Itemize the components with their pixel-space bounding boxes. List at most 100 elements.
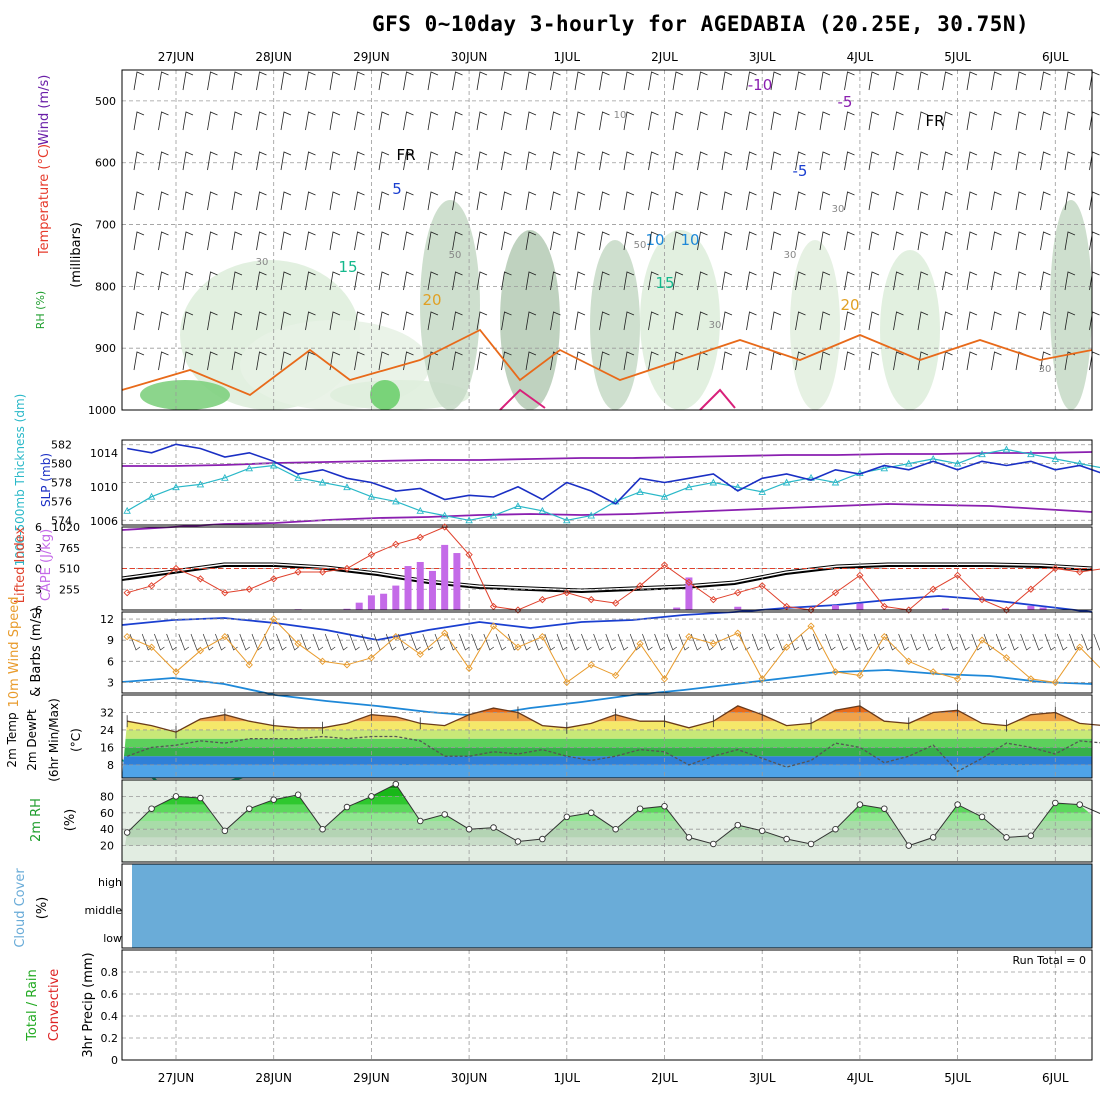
cape-tick: 255 xyxy=(59,583,80,596)
wind-barb xyxy=(231,231,243,251)
wind-tick: 9 xyxy=(107,634,114,647)
cape-bar xyxy=(685,577,693,610)
wind-barb-10m xyxy=(446,633,458,651)
wind-barb xyxy=(1040,71,1051,91)
pressure-tick: 900 xyxy=(95,342,116,355)
date-label-top: 3JUL xyxy=(749,50,776,64)
wind-barb xyxy=(182,71,194,91)
li-tick: 3 xyxy=(35,542,42,555)
wind-speed-marker xyxy=(709,640,717,648)
wind-barb xyxy=(305,111,316,131)
thickness-marker xyxy=(563,516,571,524)
isotherm-label: 20 xyxy=(840,296,859,314)
wind-barb xyxy=(452,271,463,291)
rh-marker xyxy=(978,813,986,821)
wind-barb xyxy=(917,71,929,91)
wind-barb xyxy=(672,71,684,91)
wind-barb xyxy=(427,71,439,91)
wind-barb xyxy=(305,71,316,91)
wind-barb xyxy=(599,311,610,331)
wind-barb-10m xyxy=(800,633,812,651)
li-marker xyxy=(221,589,229,597)
thickness-marker xyxy=(953,459,962,467)
rh-marker xyxy=(587,809,595,817)
cape-bar xyxy=(734,606,742,610)
wind-barb xyxy=(623,71,635,91)
thickness-tick: 578 xyxy=(51,477,72,490)
wind-speed-marker xyxy=(758,675,766,683)
wind-speed-marker xyxy=(1027,675,1035,683)
wind-barb xyxy=(868,311,880,331)
wind-barb xyxy=(280,111,292,131)
wind-barb xyxy=(378,311,390,331)
rh-marker xyxy=(807,840,815,848)
wind-barb xyxy=(550,351,561,371)
isotherm-label: -5 xyxy=(793,162,808,180)
wind-barb xyxy=(746,351,757,371)
wind-barb xyxy=(966,311,978,331)
li-marker xyxy=(416,533,424,542)
wind-barb xyxy=(133,151,145,171)
li-line xyxy=(127,526,1100,611)
temp-band xyxy=(122,712,1092,722)
precip-total-label-line: Total / Rain xyxy=(25,969,40,1042)
cape-bar xyxy=(673,607,681,610)
wind-barb xyxy=(795,351,806,371)
wind-barb-10m xyxy=(154,633,165,651)
li-marker xyxy=(831,589,840,597)
wind-barb-10m xyxy=(715,633,726,651)
thickness-marker xyxy=(416,506,425,514)
rh-marker xyxy=(1003,834,1010,841)
wind-barb xyxy=(378,151,390,171)
wind-barb xyxy=(844,351,855,371)
wind-barb xyxy=(917,351,929,371)
wind-barb xyxy=(1040,151,1051,171)
isotherm-label: 20 xyxy=(422,291,441,309)
rh-tick: 60 xyxy=(100,807,114,820)
wind-barb xyxy=(942,271,953,291)
wind-unit-label-line: & Barbs (m/s) xyxy=(29,607,44,697)
precip-tick: 0.2 xyxy=(101,1032,119,1045)
wind-barb-10m xyxy=(788,633,800,651)
temp-band xyxy=(122,756,1092,765)
wind-barb-10m xyxy=(410,633,421,651)
wind-speed-marker xyxy=(465,664,473,672)
temp-axis-label: 2m Temp xyxy=(5,712,19,767)
rh-contour-label: 30 xyxy=(832,204,845,215)
wind-barb xyxy=(770,191,782,211)
wind-barb-10m xyxy=(995,633,1007,651)
wind-barb xyxy=(819,191,831,211)
cape-bar xyxy=(453,553,461,610)
wind-barb xyxy=(501,111,512,131)
isotherm-30 xyxy=(499,388,546,411)
rh-shade xyxy=(420,200,480,410)
millibars-axis-label-line: (millibars) xyxy=(69,222,84,288)
wind-barb xyxy=(207,111,218,131)
cloud-level-label: high xyxy=(98,876,122,889)
wind-barb xyxy=(966,151,978,171)
wind-barb xyxy=(966,71,978,91)
wind-speed-marker xyxy=(514,643,522,651)
wind-barb-10m xyxy=(1032,633,1044,651)
rh-band xyxy=(122,837,1092,846)
wind-barb xyxy=(329,231,341,251)
precip-total-label: Total / Rain xyxy=(25,969,40,1042)
wind-barb xyxy=(770,311,782,331)
wind-barb xyxy=(746,71,757,91)
wind-barb xyxy=(623,311,635,331)
chart-title: GFS 0~10day 3-hourly for AGEDABIA (20.25… xyxy=(372,12,1030,36)
wind-barb-10m xyxy=(947,633,958,651)
wind-barb xyxy=(672,311,684,331)
thickness-marker xyxy=(831,478,840,486)
wind-barb xyxy=(672,271,684,291)
wind-barb xyxy=(158,71,169,91)
wind-barb-10m xyxy=(263,633,275,651)
wind-barb xyxy=(1089,111,1100,131)
wind-barb xyxy=(795,311,806,331)
temp-band xyxy=(122,764,1092,778)
wind-barb xyxy=(1015,271,1027,291)
li-marker xyxy=(270,575,278,583)
wind-speed-marker xyxy=(660,675,669,683)
wind-barb xyxy=(182,151,194,171)
thickness-marker xyxy=(685,483,693,491)
